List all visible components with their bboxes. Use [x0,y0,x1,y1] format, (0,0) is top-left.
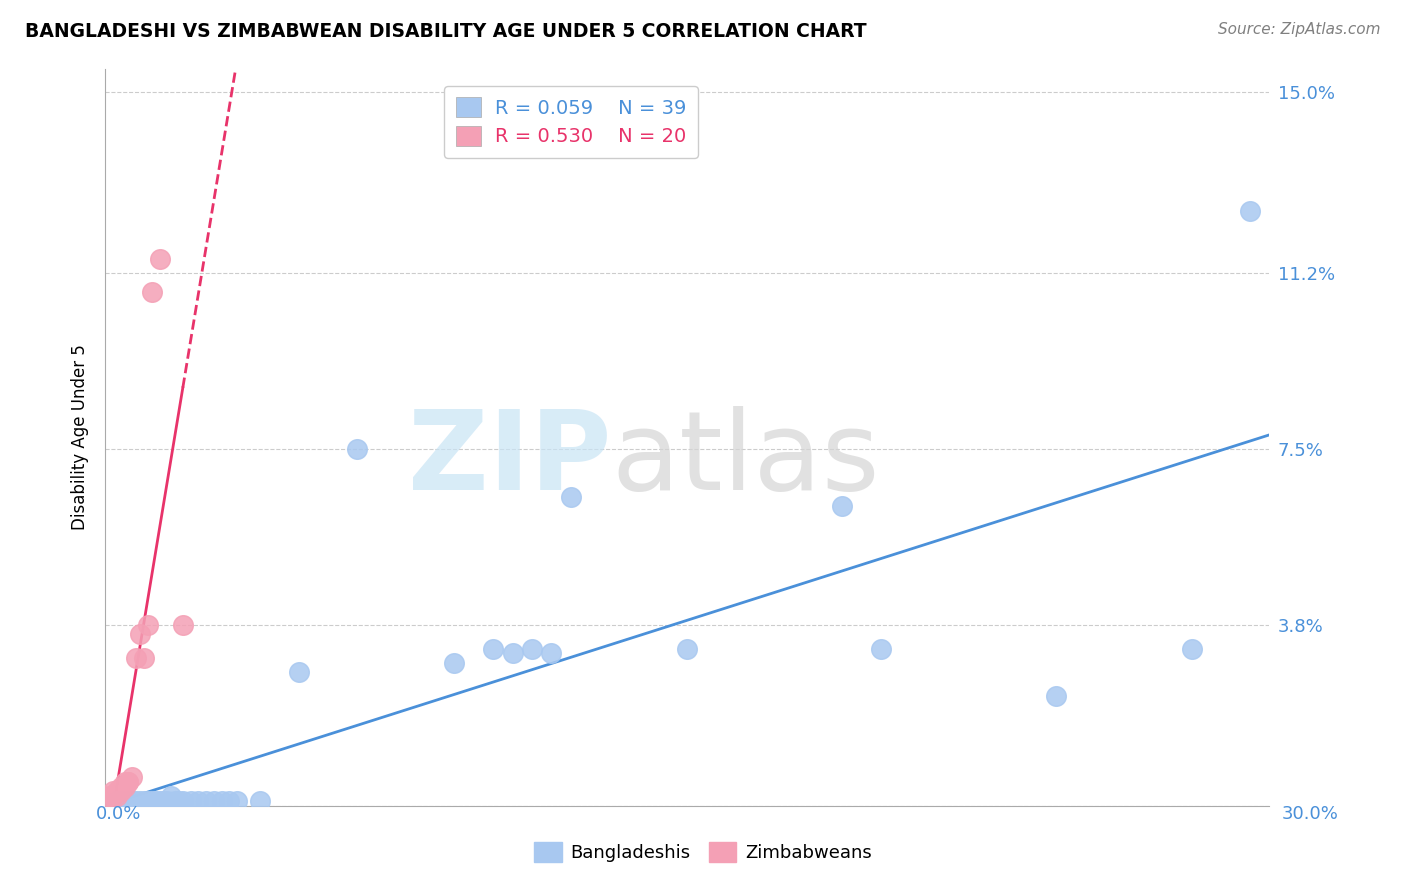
Point [152,794,174,808]
Point [148,794,170,808]
Point [1181,641,1204,656]
Point [346,442,368,456]
Point [560,490,582,504]
Point [520,641,543,656]
Legend: R = 0.059    N = 39, R = 0.530    N = 20: R = 0.059 N = 39, R = 0.530 N = 20 [444,86,697,158]
Point [676,641,699,656]
Point [141,285,163,299]
Point [249,794,271,808]
Point [211,794,233,808]
Point [132,794,155,808]
Point [117,775,139,789]
Point [110,780,132,794]
Point [101,784,124,798]
Point [136,794,159,808]
Point [148,252,170,266]
Text: 30.0%: 30.0% [1282,805,1339,822]
Point [105,784,128,798]
Point [180,794,202,808]
Point [226,794,249,808]
Point [165,794,187,808]
Point [195,794,218,808]
Point [121,770,143,784]
Point [132,651,155,665]
Point [288,665,311,680]
Point [831,499,853,513]
Point [187,794,209,808]
Point [98,789,121,804]
Text: Source: ZipAtlas.com: Source: ZipAtlas.com [1218,22,1381,37]
Point [482,641,505,656]
Point [121,794,143,808]
Point [141,794,163,808]
Point [125,651,148,665]
Point [145,794,167,808]
Text: 0.0%: 0.0% [96,805,141,822]
Point [202,794,225,808]
Point [129,794,152,808]
Point [1239,204,1261,219]
Point [870,641,893,656]
Point [105,794,128,808]
Point [110,784,132,798]
Point [160,789,183,804]
Point [218,794,240,808]
Point [117,794,139,808]
Point [502,647,524,661]
Point [129,627,152,641]
Point [105,789,128,804]
Point [114,780,136,794]
Point [172,618,194,632]
Point [172,794,194,808]
Point [136,618,159,632]
Text: atlas: atlas [612,406,880,513]
Point [117,775,139,789]
Point [443,656,465,670]
Legend: Bangladeshis, Zimbabweans: Bangladeshis, Zimbabweans [527,835,879,870]
Text: BANGLADESHI VS ZIMBABWEAN DISABILITY AGE UNDER 5 CORRELATION CHART: BANGLADESHI VS ZIMBABWEAN DISABILITY AGE… [25,22,868,41]
Point [540,647,562,661]
Point [114,775,136,789]
Point [101,789,124,804]
Point [156,794,179,808]
Point [167,794,190,808]
Y-axis label: Disability Age Under 5: Disability Age Under 5 [72,344,89,530]
Point [98,794,121,808]
Text: ZIP: ZIP [408,406,612,513]
Point [114,794,136,808]
Point [1045,690,1067,704]
Point [125,794,148,808]
